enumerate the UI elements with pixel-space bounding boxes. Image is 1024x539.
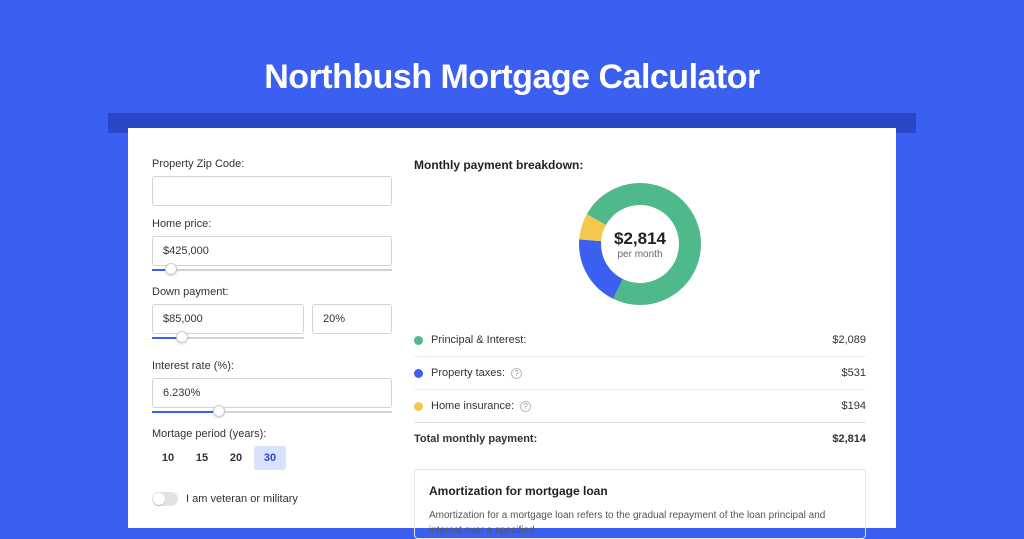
zip-input[interactable] bbox=[152, 176, 392, 206]
breakdown-label: Home insurance:? bbox=[431, 400, 842, 412]
price-field: Home price: bbox=[152, 218, 392, 274]
page-title: Northbush Mortgage Calculator bbox=[0, 0, 1024, 97]
veteran-row: I am veteran or military bbox=[152, 492, 392, 506]
zip-field: Property Zip Code: bbox=[152, 158, 392, 206]
veteran-label: I am veteran or military bbox=[186, 493, 298, 505]
donut-value: $2,814 bbox=[614, 229, 666, 249]
amortization-title: Amortization for mortgage loan bbox=[429, 484, 851, 498]
form-column: Property Zip Code: Home price: Down paym… bbox=[152, 158, 392, 528]
period-field: Mortage period (years): 10152030 bbox=[152, 428, 392, 470]
down-label: Down payment: bbox=[152, 286, 392, 298]
total-value: $2,814 bbox=[832, 433, 866, 445]
rate-input[interactable] bbox=[152, 378, 392, 408]
breakdown-row: Home insurance:?$194 bbox=[414, 389, 866, 422]
breakdown-column: Monthly payment breakdown: $2,814 per mo… bbox=[414, 158, 866, 528]
donut-chart: $2,814 per month bbox=[578, 182, 702, 306]
toggle-knob bbox=[153, 493, 165, 505]
breakdown-row: Principal & Interest:$2,089 bbox=[414, 324, 866, 356]
down-field: Down payment: bbox=[152, 286, 392, 348]
breakdown-value: $531 bbox=[842, 367, 866, 379]
donut-sub: per month bbox=[617, 249, 662, 260]
period-button-20[interactable]: 20 bbox=[220, 446, 252, 470]
breakdown-label: Property taxes:? bbox=[431, 367, 842, 379]
legend-dot bbox=[414, 336, 423, 345]
period-button-15[interactable]: 15 bbox=[186, 446, 218, 470]
total-label: Total monthly payment: bbox=[414, 433, 832, 445]
rate-slider[interactable] bbox=[152, 410, 392, 416]
veteran-toggle[interactable] bbox=[152, 492, 178, 506]
breakdown-value: $2,089 bbox=[832, 334, 866, 346]
breakdown-title: Monthly payment breakdown: bbox=[414, 158, 866, 172]
price-label: Home price: bbox=[152, 218, 392, 230]
down-pct-input[interactable] bbox=[312, 304, 392, 334]
rate-field: Interest rate (%): bbox=[152, 360, 392, 416]
period-button-30[interactable]: 30 bbox=[254, 446, 286, 470]
info-icon[interactable]: ? bbox=[511, 368, 522, 379]
down-slider[interactable] bbox=[152, 336, 304, 342]
breakdown-label: Principal & Interest: bbox=[431, 334, 832, 346]
amortization-text: Amortization for a mortgage loan refers … bbox=[429, 508, 851, 538]
breakdown-value: $194 bbox=[842, 400, 866, 412]
breakdown-row: Property taxes:?$531 bbox=[414, 356, 866, 389]
period-button-10[interactable]: 10 bbox=[152, 446, 184, 470]
price-slider[interactable] bbox=[152, 268, 392, 274]
rate-label: Interest rate (%): bbox=[152, 360, 392, 372]
down-input[interactable] bbox=[152, 304, 304, 334]
legend-dot bbox=[414, 369, 423, 378]
period-label: Mortage period (years): bbox=[152, 428, 392, 440]
calculator-card: Property Zip Code: Home price: Down paym… bbox=[128, 128, 896, 528]
legend-dot bbox=[414, 402, 423, 411]
info-icon[interactable]: ? bbox=[520, 401, 531, 412]
zip-label: Property Zip Code: bbox=[152, 158, 392, 170]
price-input[interactable] bbox=[152, 236, 392, 266]
amortization-card: Amortization for mortgage loan Amortizat… bbox=[414, 469, 866, 539]
total-row: Total monthly payment: $2,814 bbox=[414, 422, 866, 455]
